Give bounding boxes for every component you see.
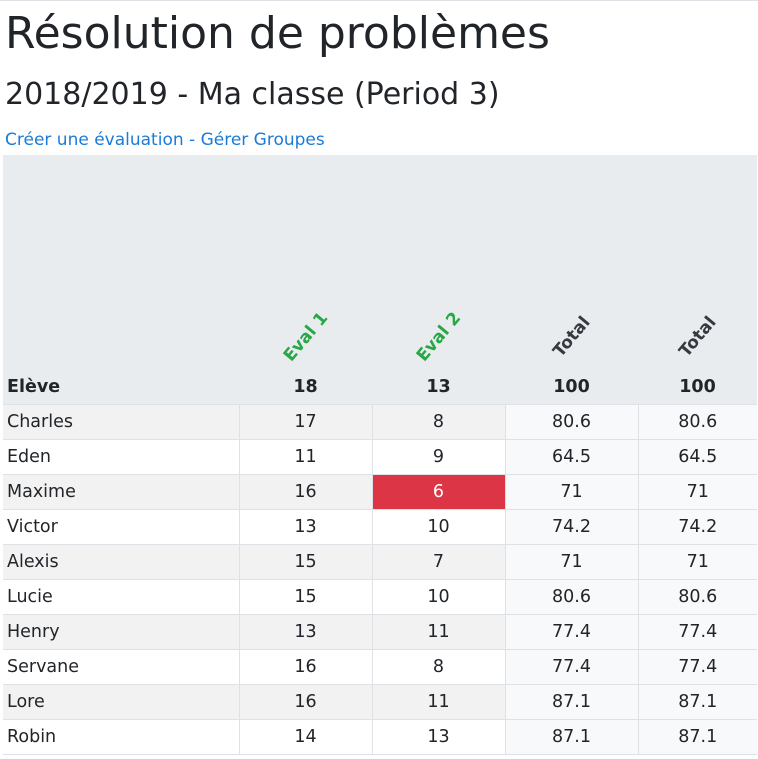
table-row: Lucie 15 10 80.6 80.6 bbox=[3, 579, 757, 615]
score-cell: 13 bbox=[372, 719, 506, 755]
grades-table: Eval 1 Eval 2 Total Total Elève 18 13 10… bbox=[3, 155, 757, 755]
header-total-2-label: Total bbox=[674, 312, 721, 362]
score-cell: 16 bbox=[239, 649, 373, 685]
total-cell: 87.1 bbox=[638, 719, 757, 755]
total-cell: 77.4 bbox=[505, 649, 639, 685]
table-row: Lore 16 11 87.1 87.1 bbox=[3, 684, 757, 720]
total-cell: 64.5 bbox=[638, 439, 757, 475]
max-score-cell: 100 bbox=[505, 369, 638, 405]
score-cell: 7 bbox=[372, 544, 506, 580]
student-name: Alexis bbox=[3, 544, 240, 580]
manage-groups-link[interactable]: Gérer Groupes bbox=[200, 130, 325, 150]
max-score-cell: 13 bbox=[372, 369, 505, 405]
score-cell: 11 bbox=[239, 439, 373, 475]
action-links: Créer une évaluation - Gérer Groupes bbox=[5, 128, 325, 152]
table-row: Victor 13 10 74.2 74.2 bbox=[3, 509, 757, 545]
table-row: Eden 11 9 64.5 64.5 bbox=[3, 439, 757, 475]
student-rows: Charles 17 8 80.6 80.6 Eden 11 9 64.5 64… bbox=[3, 404, 757, 755]
table-row: Henry 13 11 77.4 77.4 bbox=[3, 614, 757, 650]
student-name: Charles bbox=[3, 404, 240, 440]
student-name: Eden bbox=[3, 439, 240, 475]
total-cell: 80.6 bbox=[505, 404, 639, 440]
header-row: Eval 1 Eval 2 Total Total bbox=[3, 155, 757, 369]
score-cell: 15 bbox=[239, 579, 373, 615]
student-name: Robin bbox=[3, 719, 240, 755]
total-cell: 71 bbox=[505, 544, 639, 580]
table-row: Maxime 16 6 71 71 bbox=[3, 474, 757, 510]
table-row: Servane 16 8 77.4 77.4 bbox=[3, 649, 757, 685]
student-name: Henry bbox=[3, 614, 240, 650]
score-cell: 11 bbox=[372, 684, 506, 720]
score-cell-alert: 6 bbox=[372, 474, 506, 510]
score-cell: 8 bbox=[372, 404, 506, 440]
total-cell: 74.2 bbox=[638, 509, 757, 545]
student-name: Victor bbox=[3, 509, 240, 545]
page-title: Résolution de problèmes bbox=[5, 8, 550, 59]
total-cell: 80.6 bbox=[638, 404, 757, 440]
total-cell: 74.2 bbox=[505, 509, 639, 545]
create-evaluation-link[interactable]: Créer une évaluation bbox=[5, 130, 184, 150]
student-name: Lucie bbox=[3, 579, 240, 615]
score-cell: 13 bbox=[239, 509, 373, 545]
max-score-cell: 100 bbox=[638, 369, 757, 405]
header-eval-1[interactable]: Eval 1 bbox=[239, 155, 372, 369]
top-divider bbox=[0, 0, 758, 1]
total-cell: 87.1 bbox=[505, 719, 639, 755]
link-separator: - bbox=[183, 130, 201, 150]
header-total-2: Total bbox=[638, 155, 757, 369]
total-cell: 87.1 bbox=[505, 684, 639, 720]
score-cell: 10 bbox=[372, 579, 506, 615]
student-column-header: Elève bbox=[3, 369, 239, 405]
score-cell: 8 bbox=[372, 649, 506, 685]
score-cell: 17 bbox=[239, 404, 373, 440]
score-cell: 10 bbox=[372, 509, 506, 545]
total-cell: 71 bbox=[638, 474, 757, 510]
header-spacer bbox=[3, 155, 239, 369]
student-name: Maxime bbox=[3, 474, 240, 510]
total-cell: 80.6 bbox=[505, 579, 639, 615]
page-subtitle: 2018/2019 - Ma classe (Period 3) bbox=[5, 77, 500, 112]
max-score-cell: 18 bbox=[239, 369, 372, 405]
header-total-1: Total bbox=[505, 155, 638, 369]
total-cell: 71 bbox=[638, 544, 757, 580]
score-cell: 16 bbox=[239, 684, 373, 720]
total-cell: 80.6 bbox=[638, 579, 757, 615]
total-cell: 77.4 bbox=[638, 614, 757, 650]
student-name: Lore bbox=[3, 684, 240, 720]
table-row: Robin 14 13 87.1 87.1 bbox=[3, 719, 757, 755]
table-row: Charles 17 8 80.6 80.6 bbox=[3, 404, 757, 440]
score-cell: 14 bbox=[239, 719, 373, 755]
total-cell: 64.5 bbox=[505, 439, 639, 475]
total-cell: 71 bbox=[505, 474, 639, 510]
score-cell: 9 bbox=[372, 439, 506, 475]
total-cell: 87.1 bbox=[638, 684, 757, 720]
header-total-1-label: Total bbox=[548, 312, 595, 362]
score-cell: 15 bbox=[239, 544, 373, 580]
max-score-row: Elève 18 13 100 100 bbox=[3, 369, 757, 405]
total-cell: 77.4 bbox=[505, 614, 639, 650]
score-cell: 11 bbox=[372, 614, 506, 650]
score-cell: 13 bbox=[239, 614, 373, 650]
header-eval-1-label[interactable]: Eval 1 bbox=[279, 308, 332, 366]
total-cell: 77.4 bbox=[638, 649, 757, 685]
header-eval-2-label[interactable]: Eval 2 bbox=[412, 308, 465, 366]
table-row: Alexis 15 7 71 71 bbox=[3, 544, 757, 580]
score-cell: 16 bbox=[239, 474, 373, 510]
student-name: Servane bbox=[3, 649, 240, 685]
header-eval-2[interactable]: Eval 2 bbox=[372, 155, 505, 369]
